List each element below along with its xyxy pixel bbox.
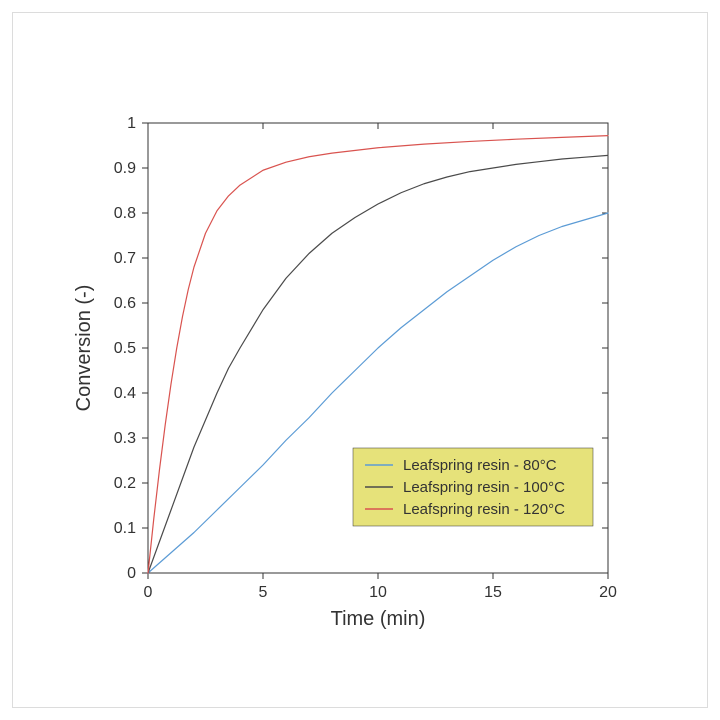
y-tick-label: 0.3 <box>114 430 136 447</box>
y-tick-label: 0.2 <box>114 475 136 492</box>
y-tick-label: 0.9 <box>114 160 136 177</box>
y-tick-label: 0.5 <box>114 340 136 357</box>
x-axis-label: Time (min) <box>331 608 426 630</box>
y-tick-label: 0.4 <box>114 385 136 402</box>
x-tick-label: 5 <box>259 584 268 601</box>
y-tick-label: 0 <box>127 565 136 582</box>
chart-frame: 0 5 10 15 20 0 0.1 0.2 0.3 0.4 0.5 0.6 0.7 0.8 0.9 1 Tim… <box>12 12 708 708</box>
x-tick-label: 20 <box>599 584 617 601</box>
y-tick-label: 0.8 <box>114 205 136 222</box>
x-tick-label: 15 <box>484 584 502 601</box>
legend-label: Leafspring resin - 100°C <box>403 479 565 496</box>
legend-label: Leafspring resin - 120°C <box>403 501 565 518</box>
x-tick-label: 10 <box>369 584 387 601</box>
y-axis-label: Conversion (-) <box>73 285 95 412</box>
y-tick-label: 1 <box>127 115 136 132</box>
y-tick-label: 0.7 <box>114 250 136 267</box>
legend-label: Leafspring resin - 80°C <box>403 457 557 474</box>
x-tick-label: 0 <box>144 584 153 601</box>
y-tick-label: 0.1 <box>114 520 136 537</box>
y-tick-label: 0.6 <box>114 295 136 312</box>
conversion-chart: 0 5 10 15 20 0 0.1 0.2 0.3 0.4 0.5 0.6 0.7 0.8 0.9 1 Tim… <box>13 13 707 707</box>
